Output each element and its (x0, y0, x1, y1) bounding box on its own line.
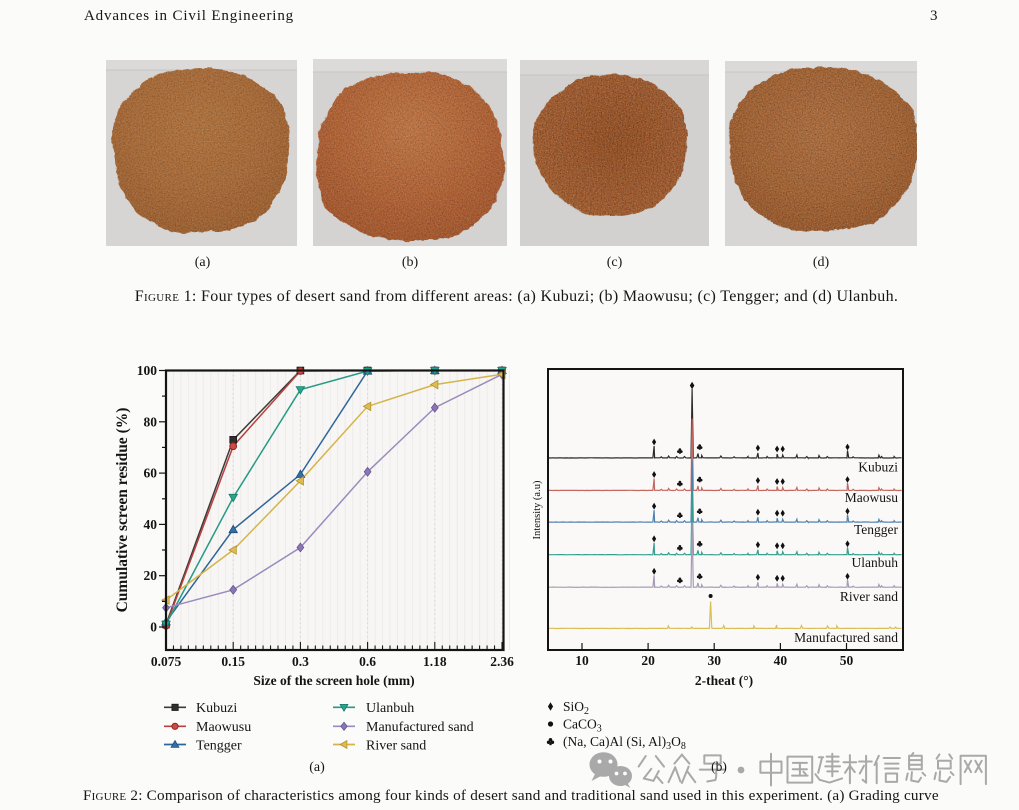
svg-text:20: 20 (641, 653, 655, 668)
svg-text:40: 40 (774, 653, 788, 668)
svg-text:Manufactured sand: Manufactured sand (366, 720, 474, 735)
svg-text:Ulanbuh: Ulanbuh (366, 701, 414, 716)
svg-text:0.3: 0.3 (292, 654, 309, 669)
svg-text:30: 30 (707, 653, 721, 668)
svg-text:Tengger: Tengger (196, 738, 242, 753)
svg-text:20: 20 (144, 568, 158, 583)
svg-text:Manufactured sand: Manufactured sand (794, 630, 898, 645)
svg-text:River sand: River sand (840, 589, 898, 604)
svg-text:0.15: 0.15 (221, 654, 245, 669)
svg-text:Kubuzi: Kubuzi (196, 701, 237, 716)
svg-text:(a): (a) (309, 760, 325, 775)
svg-text:Maowusu: Maowusu (845, 490, 898, 505)
svg-text:50: 50 (840, 653, 854, 668)
svg-text:10: 10 (575, 653, 589, 668)
svg-text:Ulanbuh: Ulanbuh (852, 555, 899, 570)
svg-text:0.6: 0.6 (359, 654, 376, 669)
svg-text:Size of the screen hole (mm): Size of the screen hole (mm) (253, 673, 414, 688)
svg-text:Intensity (a.u): Intensity (a.u) (532, 480, 543, 539)
svg-text:Cumulative screen residue (%): Cumulative screen residue (%) (114, 408, 131, 613)
svg-text:Kubuzi: Kubuzi (858, 460, 898, 475)
svg-text:(b): (b) (711, 759, 727, 774)
svg-text:2-theat (°): 2-theat (°) (695, 673, 753, 688)
svg-text:0: 0 (150, 620, 157, 635)
svg-text:Maowusu: Maowusu (196, 720, 251, 735)
svg-text:0.075: 0.075 (151, 654, 182, 669)
svg-text:80: 80 (144, 414, 158, 429)
svg-text:SiO2: SiO2 (563, 699, 589, 717)
svg-text:1.18: 1.18 (423, 654, 447, 669)
svg-text:CaCO3: CaCO3 (563, 717, 602, 735)
svg-text:40: 40 (144, 517, 158, 532)
svg-text:(Na, Ca)Al (Si, Al)3O8: (Na, Ca)Al (Si, Al)3O8 (563, 734, 686, 752)
svg-text:Tengger: Tengger (854, 522, 899, 537)
svg-text:100: 100 (137, 363, 158, 378)
svg-text:River sand: River sand (366, 738, 426, 753)
svg-text:2.36: 2.36 (490, 654, 514, 669)
svg-text:60: 60 (144, 466, 158, 481)
